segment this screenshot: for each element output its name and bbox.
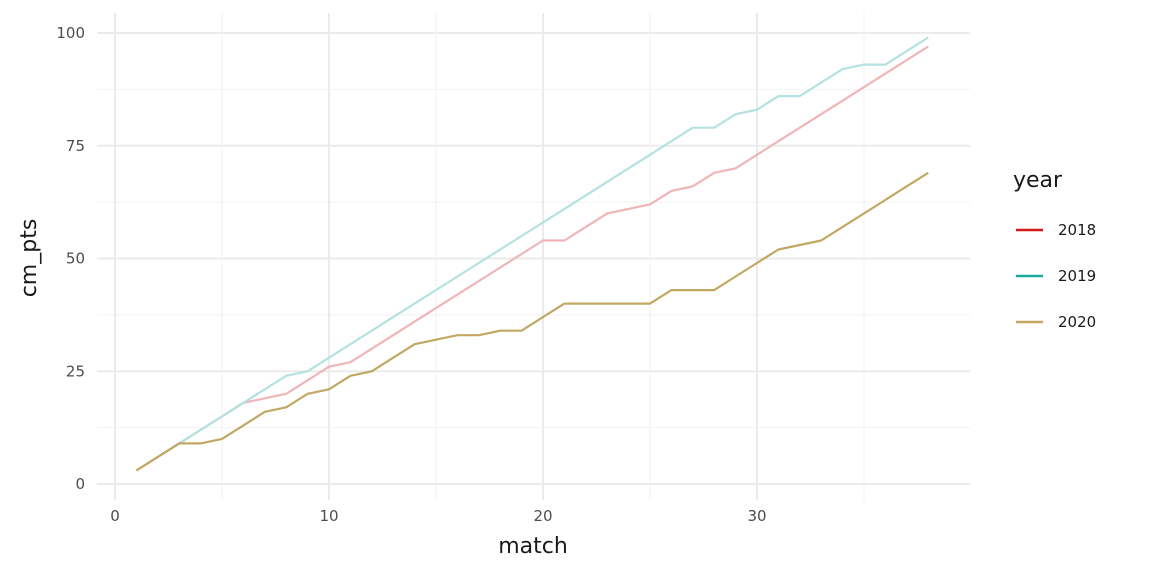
legend-label: 2020 xyxy=(1058,313,1096,331)
grid xyxy=(97,13,970,500)
x-tick-label: 10 xyxy=(319,507,338,525)
legend-label: 2018 xyxy=(1058,221,1096,239)
legend: year 2018 2019 2020 xyxy=(1013,168,1096,331)
legend-item-2020: 2020 xyxy=(1016,313,1096,331)
series-line-2019 xyxy=(135,36,929,472)
legend-items: 2018 2019 2020 xyxy=(1016,221,1096,331)
y-axis-title: cm_pts xyxy=(17,219,42,298)
x-tick-label: 20 xyxy=(533,507,552,525)
x-tick-label: 30 xyxy=(747,507,766,525)
legend-label: 2019 xyxy=(1058,267,1096,285)
series-line-2018 xyxy=(135,45,929,472)
y-axis-ticks: 0 25 50 75 100 xyxy=(56,24,85,493)
legend-item-2019: 2019 xyxy=(1016,267,1096,285)
series-lines xyxy=(135,36,929,472)
x-axis-title: match xyxy=(498,534,568,559)
x-tick-label: 0 xyxy=(110,507,120,525)
legend-title: year xyxy=(1013,168,1063,193)
x-axis-ticks: 0 10 20 30 xyxy=(110,507,766,525)
y-tick-label: 100 xyxy=(56,24,85,42)
y-tick-label: 0 xyxy=(75,475,85,493)
legend-item-2018: 2018 xyxy=(1016,221,1096,239)
y-tick-label: 50 xyxy=(66,250,85,268)
series-line-2020 xyxy=(135,171,929,472)
y-tick-label: 75 xyxy=(66,137,85,155)
y-tick-label: 25 xyxy=(66,362,85,380)
